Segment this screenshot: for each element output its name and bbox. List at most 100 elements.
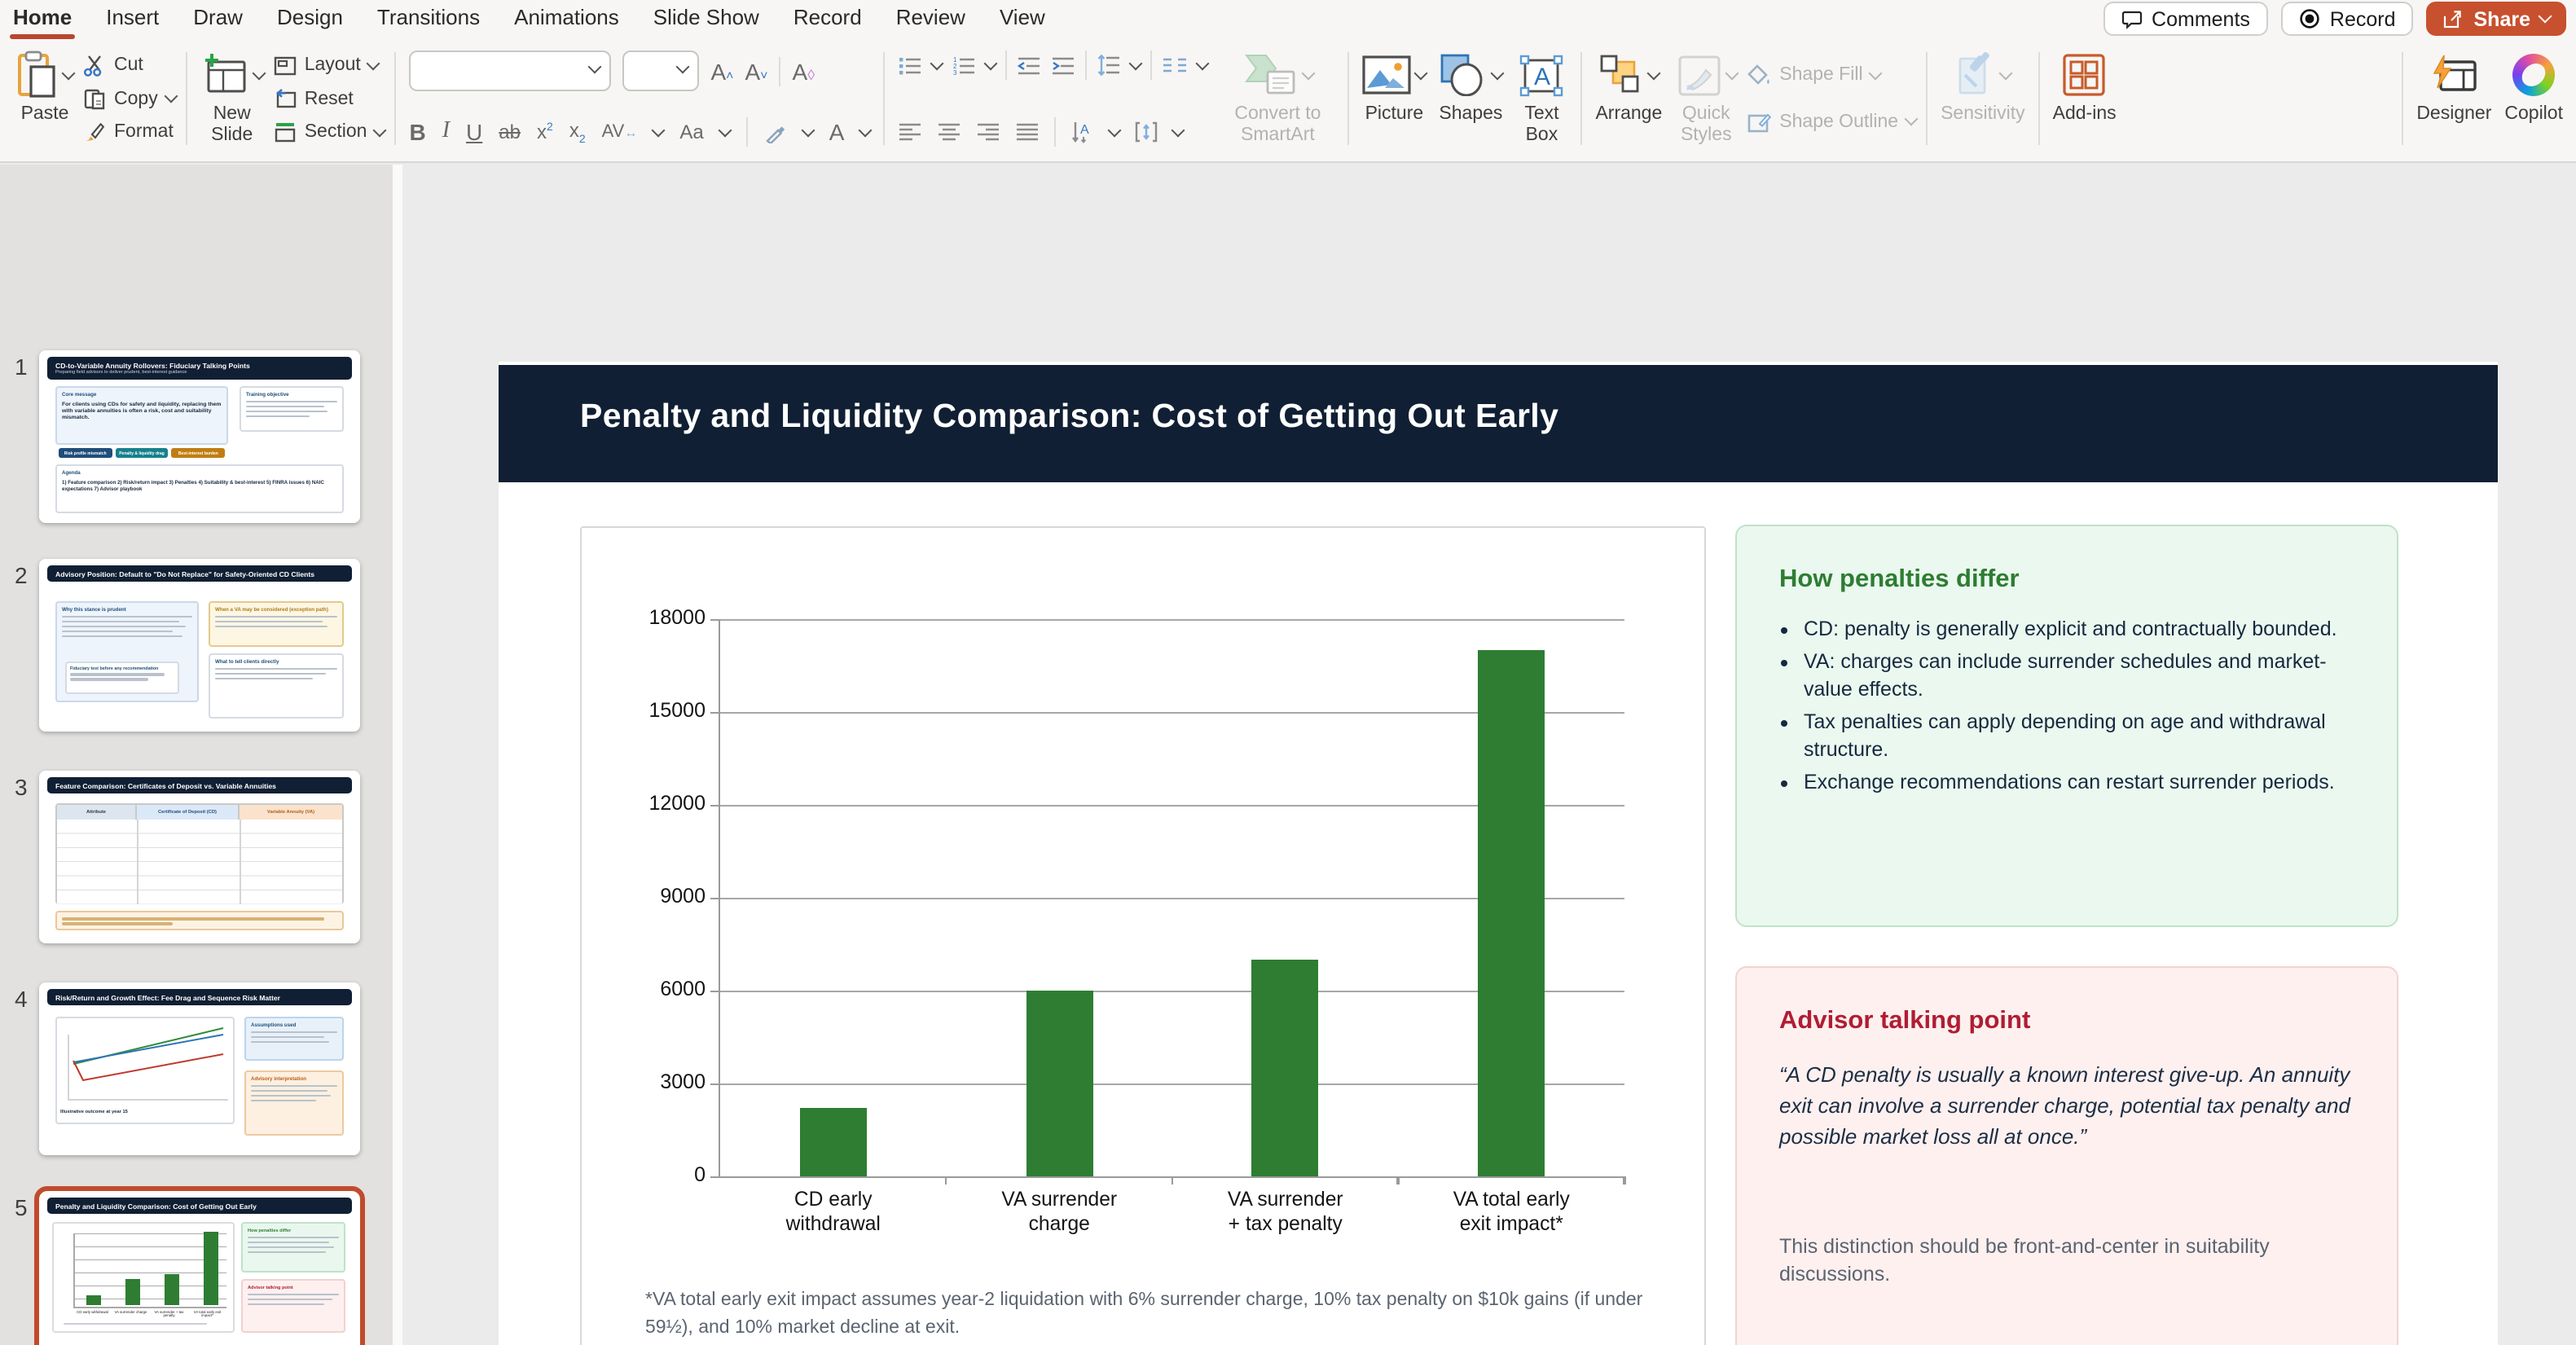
font-name-combo[interactable] (409, 51, 612, 91)
y-axis-tick-label: 6000 (660, 978, 706, 1000)
thumb5-title-bar: Penalty and Liquidity Comparison: Cost o… (47, 1198, 352, 1215)
text-box-button[interactable]: A Text Box (1509, 42, 1574, 161)
y-axis-tick-label: 18000 (648, 606, 706, 629)
slide-title-bar[interactable]: Penalty and Liquidity Comparison: Cost o… (499, 365, 2498, 482)
line-spacing-button[interactable] (1097, 54, 1121, 77)
increase-font-size-button[interactable]: A˄ (710, 58, 734, 84)
slide-number: 3 (15, 774, 28, 800)
add-ins-button[interactable]: Add-ins (2046, 42, 2123, 161)
decrease-font-size-button[interactable]: A˅ (745, 58, 768, 84)
shapes-button[interactable]: Shapes (1432, 42, 1509, 161)
quick-styles-button[interactable]: Quick Styles (1668, 42, 1743, 161)
picture-button[interactable]: Picture (1356, 42, 1432, 161)
bullet-list-button[interactable] (898, 55, 922, 76)
chart-gridline (720, 805, 1624, 807)
align-text-button[interactable] (1134, 121, 1158, 143)
menu-tab-home[interactable]: Home (9, 0, 76, 38)
thumb4-title-bar: Risk/Return and Growth Effect: Fee Drag … (47, 989, 352, 1006)
svg-text:A: A (1080, 123, 1089, 137)
font-size-combo[interactable] (622, 51, 700, 91)
slide-thumbnail-4[interactable]: Risk/Return and Growth Effect: Fee Drag … (39, 982, 360, 1155)
slide-thumbnail-5-selected[interactable]: Penalty and Liquidity Comparison: Cost o… (34, 1186, 365, 1345)
align-right-button[interactable] (976, 122, 1000, 142)
shape-fill-button[interactable]: Shape Fill (1747, 63, 1916, 89)
align-left-button[interactable] (898, 122, 922, 142)
shape-fill-icon (1747, 64, 1771, 87)
y-axis-tick-label: 3000 (660, 1070, 706, 1093)
bold-button[interactable]: B (409, 119, 426, 145)
layout-button[interactable]: Layout (274, 52, 385, 78)
section-button[interactable]: Section (274, 119, 387, 145)
decrease-indent-button[interactable] (1017, 55, 1041, 76)
slide-thumbnail-panel[interactable]: 1 CD-to-Variable Annuity Rollovers: Fidu… (0, 165, 393, 1345)
menu-tab-slide-show[interactable]: Slide Show (653, 4, 759, 29)
text-direction-button[interactable]: A (1070, 121, 1095, 143)
x-axis-category-label: VA surrender charge (1001, 1188, 1118, 1235)
arrange-button[interactable]: Arrange (1589, 42, 1668, 161)
menu-tab-design[interactable]: Design (276, 4, 343, 29)
increase-indent-button[interactable] (1051, 55, 1075, 76)
copilot-button[interactable]: Copilot (2498, 42, 2569, 161)
font-color-button[interactable]: A (829, 119, 845, 145)
slide-thumbnail-3[interactable]: Feature Comparison: Certificates of Depo… (39, 771, 360, 943)
designer-button[interactable]: Designer (2410, 42, 2498, 161)
convert-to-smartart-button[interactable]: Convert to SmartArt (1214, 42, 1341, 161)
align-center-button[interactable] (937, 122, 961, 142)
ribbon-divider (1926, 52, 1928, 145)
new-slide-button[interactable]: New Slide (194, 42, 270, 161)
menu-tab-insert[interactable]: Insert (106, 4, 160, 29)
menu-tab-transitions[interactable]: Transitions (376, 4, 481, 29)
slide-number: 5 (15, 1194, 28, 1220)
shape-outline-label: Shape Outline (1779, 112, 1899, 132)
comments-button[interactable]: Comments (2103, 2, 2268, 36)
slide-thumbnail-2[interactable]: Advisory Position: Default to "Do Not Re… (39, 559, 360, 732)
italic-button[interactable]: I (442, 119, 451, 143)
menu-tab-review[interactable]: Review (895, 4, 965, 29)
menu-tab-record[interactable]: Record (793, 4, 862, 29)
panel-separator (393, 165, 402, 1345)
paste-button[interactable]: Paste (10, 42, 80, 161)
highlight-button[interactable] (764, 121, 787, 143)
record-button[interactable]: Record (2280, 2, 2414, 36)
y-axis-tick-mark (710, 1083, 720, 1085)
format-painter-button[interactable]: Format (83, 119, 176, 145)
slide-canvas[interactable]: Penalty and Liquidity Comparison: Cost o… (499, 362, 2498, 1345)
copilot-icon (2512, 54, 2556, 96)
change-case-button[interactable]: Aa (679, 121, 704, 143)
strikethrough-button[interactable]: ab (499, 121, 521, 143)
thumb3-title-bar: Feature Comparison: Certificates of Depo… (47, 777, 352, 794)
menu-tab-animations[interactable]: Animations (514, 4, 619, 29)
numbered-list-chevron-icon (983, 55, 998, 70)
clear-formatting-button[interactable]: A◊ (792, 58, 815, 84)
chart-card[interactable]: 0 3000 6000 9000 12000 15000 18000 CD early wit… (580, 526, 1706, 1345)
copy-button[interactable]: Copy (83, 86, 178, 112)
character-spacing-button[interactable]: AV↔ (601, 122, 638, 142)
slide-thumbnail-1[interactable]: CD-to-Variable Annuity Rollovers: Fiduci… (39, 350, 360, 523)
y-axis-tick-mark (710, 804, 720, 807)
chart-bar (1251, 960, 1319, 1176)
copy-label: Copy (114, 89, 158, 108)
underline-button[interactable]: U (466, 119, 483, 145)
advisor-talking-point-box[interactable]: Advisor talking point “A CD penalty is u… (1735, 966, 2398, 1345)
sensitivity-button[interactable]: Sensitivity (1934, 42, 2032, 161)
how-penalties-differ-box[interactable]: How penalties differ CD: penalty is gene… (1735, 525, 2398, 927)
share-button[interactable]: Share (2426, 2, 2566, 36)
add-ins-icon (2062, 52, 2108, 98)
font-color-chevron-icon (858, 122, 873, 137)
work-area: 1 CD-to-Variable Annuity Rollovers: Fidu… (0, 165, 2576, 1345)
subscript-button[interactable]: x2 (569, 118, 586, 146)
cut-button[interactable]: Cut (83, 52, 176, 78)
shape-outline-button[interactable]: Shape Outline (1747, 109, 1919, 135)
ribbon-divider (1580, 52, 1583, 145)
justify-button[interactable] (1015, 122, 1040, 142)
columns-button[interactable] (1162, 55, 1188, 75)
menu-tab-view[interactable]: View (999, 4, 1045, 29)
superscript-button[interactable]: x2 (537, 121, 553, 143)
chart-gridline (720, 712, 1624, 714)
pink-box-title: Advisor talking point (1779, 1007, 2031, 1035)
ribbon-divider (2038, 52, 2040, 145)
sensitivity-label: Sensitivity (1941, 104, 2025, 124)
reset-button[interactable]: Reset (274, 86, 385, 112)
menu-tab-draw[interactable]: Draw (193, 4, 243, 29)
